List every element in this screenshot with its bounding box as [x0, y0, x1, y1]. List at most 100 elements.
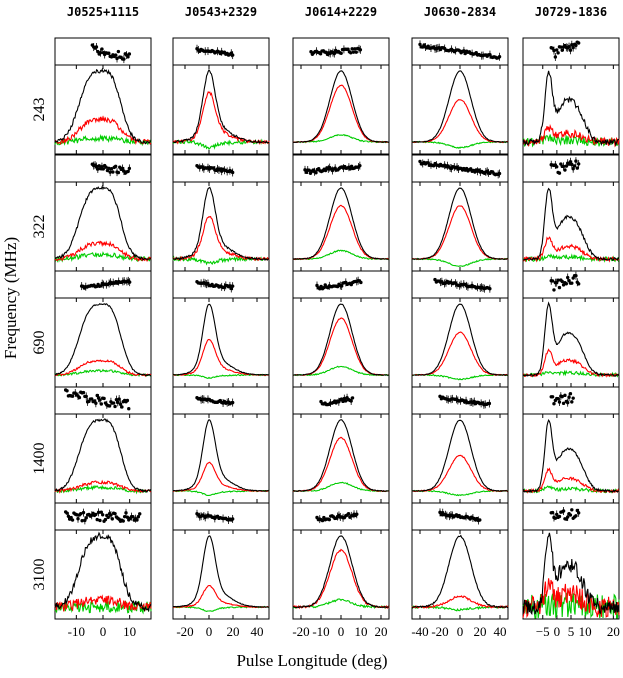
pa-panel	[292, 37, 390, 66]
pa-point	[348, 167, 352, 171]
pulsar-name-j0729-1836: J0729-1836	[535, 5, 607, 19]
pa-point	[69, 515, 73, 520]
pa-point	[323, 168, 328, 173]
pa-point	[552, 401, 556, 406]
x-tick-label: 40	[494, 624, 507, 639]
pa-point	[65, 511, 69, 515]
pa-point	[113, 164, 118, 169]
profile-panel	[172, 529, 270, 620]
x-tick-label: -40	[411, 624, 428, 639]
x-tick-label: -20	[431, 624, 448, 639]
x-tick-label: 0	[206, 624, 213, 639]
pa-point	[478, 518, 482, 522]
pa-point	[353, 47, 357, 51]
frequency-label-1400: 1400	[31, 443, 48, 475]
pa-point	[307, 168, 311, 172]
pa-point	[97, 164, 101, 168]
pa-point	[555, 48, 559, 52]
total-intensity-line	[522, 532, 620, 616]
pa-point	[121, 519, 125, 523]
pa-point	[564, 164, 569, 168]
profile-panel	[54, 297, 152, 388]
total-intensity-line	[172, 186, 270, 261]
x-tick-label: 20	[227, 624, 240, 639]
pa-point	[99, 402, 104, 406]
pa-point	[98, 518, 102, 523]
pa-point	[100, 513, 105, 517]
linear-intensity-line	[54, 359, 152, 378]
pa-point	[99, 510, 104, 514]
total-intensity-line	[293, 70, 390, 143]
total-intensity-line	[54, 418, 152, 493]
total-intensity-line	[172, 419, 270, 492]
x-tick-label: -10	[68, 624, 85, 639]
pa-point	[351, 50, 356, 54]
total-intensity-line	[522, 301, 620, 377]
x-tick-label: -20	[176, 624, 193, 639]
pa-point	[84, 516, 88, 520]
pa-point	[127, 52, 132, 56]
linear-intensity-line	[172, 91, 270, 145]
x-tick-label: 20	[474, 624, 487, 639]
pa-point	[575, 166, 579, 170]
pa-point	[109, 167, 114, 171]
pa-point	[136, 515, 141, 519]
pa-point	[327, 517, 332, 522]
pa-point	[418, 159, 422, 164]
pa-panel	[172, 270, 270, 299]
pa-point	[322, 285, 326, 290]
x-tick-label: 10	[355, 624, 368, 639]
pa-point	[349, 51, 353, 55]
linear-intensity-line	[411, 205, 509, 261]
pa-point	[107, 51, 111, 55]
linear-intensity-line	[292, 84, 390, 144]
total-intensity-line	[54, 302, 151, 377]
total-intensity-line	[411, 419, 509, 492]
total-intensity-line	[54, 184, 152, 261]
pa-point	[576, 282, 581, 286]
x-tick-label: 20	[607, 624, 620, 639]
pa-point	[553, 516, 558, 520]
total-intensity-line	[523, 187, 620, 262]
pa-point	[560, 394, 564, 399]
pa-point	[81, 390, 86, 395]
pulsar-name-j0525+1115: J0525+1115	[67, 5, 139, 19]
frequency-label-243: 243	[31, 98, 48, 122]
pa-point	[101, 167, 106, 171]
total-intensity-line	[292, 187, 390, 260]
pa-point	[570, 281, 574, 285]
pa-point	[103, 517, 108, 522]
x-tick-label: 0	[338, 624, 345, 639]
x-tick-label: -10	[312, 624, 329, 639]
pa-point	[359, 280, 363, 285]
pa-point	[135, 518, 139, 522]
y-axis-label: Frequency (MHz)	[1, 237, 20, 359]
pa-point	[339, 51, 343, 56]
pa-point	[341, 399, 345, 404]
pa-point	[113, 53, 118, 57]
pa-point	[100, 47, 104, 51]
pa-point	[126, 169, 130, 174]
pa-point	[127, 407, 131, 411]
linear-intensity-line	[292, 204, 390, 261]
linear-intensity-line	[54, 594, 152, 612]
pa-point	[555, 165, 559, 169]
linear-intensity-line	[54, 240, 152, 263]
linear-intensity-line	[411, 331, 509, 377]
x-tick-label: 5	[568, 624, 575, 639]
profile-panel	[292, 64, 390, 155]
pa-point	[104, 165, 108, 169]
pa-point	[131, 515, 135, 519]
pa-point	[116, 49, 121, 54]
x-tick-label: 40	[251, 624, 264, 639]
x-axis-label: Pulse Longitude (deg)	[236, 651, 387, 670]
total-intensity-line	[54, 67, 152, 145]
pa-point	[125, 398, 130, 403]
linear-intensity-line	[172, 461, 269, 493]
linear-intensity-line	[292, 436, 390, 492]
pa-point	[95, 393, 99, 398]
total-intensity-line	[292, 303, 390, 376]
pa-point	[557, 514, 562, 519]
pa-point	[79, 512, 83, 516]
